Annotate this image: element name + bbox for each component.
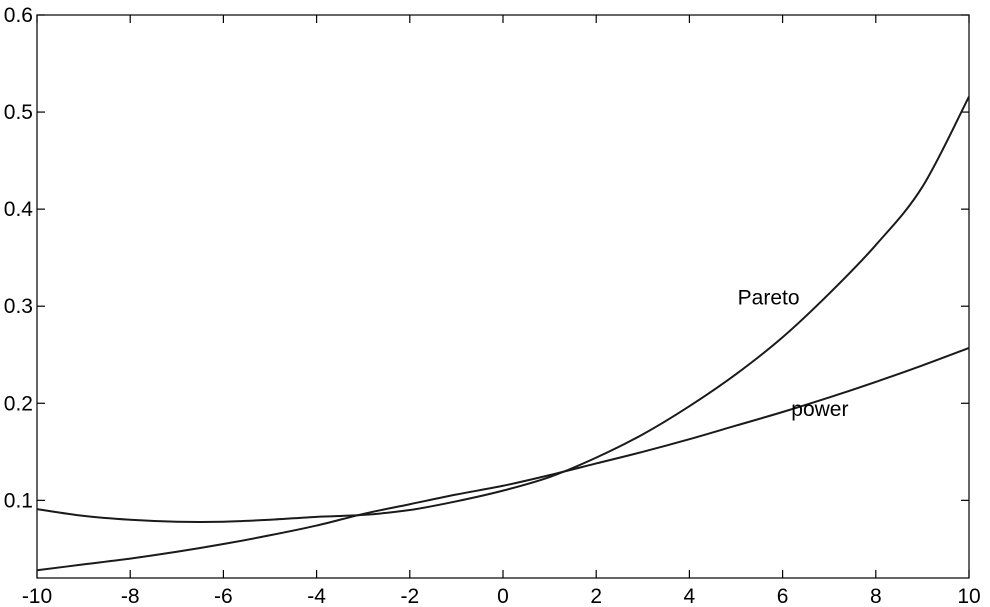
x-tick-label: -4 xyxy=(307,585,326,607)
x-tick-label: 10 xyxy=(957,585,980,607)
axis-ticks xyxy=(36,14,970,578)
x-tick-label: 6 xyxy=(777,585,789,607)
y-axis-tick-labels: 0.1 0.2 0.3 0.4 0.5 0.6 xyxy=(4,4,34,512)
series-line-pareto xyxy=(36,96,970,523)
plot-frame xyxy=(36,14,970,579)
y-tick-label: 0.2 xyxy=(4,392,33,415)
x-tick-label: 8 xyxy=(870,585,882,607)
y-tick-label: 0.3 xyxy=(4,295,33,318)
curve-label-pareto: Pareto xyxy=(738,286,800,309)
y-tick-label: 0.4 xyxy=(4,198,34,221)
y-tick-label: 0.1 xyxy=(4,489,33,512)
x-tick-label: -2 xyxy=(400,585,419,607)
y-tick-label: 0.6 xyxy=(4,4,33,27)
curve-labels: Pareto power xyxy=(738,286,849,421)
series-group xyxy=(36,96,970,572)
x-axis-tick-labels: -10 -8 -6 -4 -2 0 2 4 6 8 10 xyxy=(22,585,981,607)
series-line-power xyxy=(36,347,970,572)
x-tick-label: 0 xyxy=(497,585,509,607)
x-tick-label: -6 xyxy=(214,585,233,607)
x-tick-label: -8 xyxy=(121,585,140,607)
x-tick-label: 2 xyxy=(590,585,602,607)
curve-label-power: power xyxy=(791,398,848,421)
x-tick-label: 4 xyxy=(684,585,696,607)
y-tick-label: 0.5 xyxy=(4,101,33,124)
x-tick-label: -10 xyxy=(22,585,52,607)
